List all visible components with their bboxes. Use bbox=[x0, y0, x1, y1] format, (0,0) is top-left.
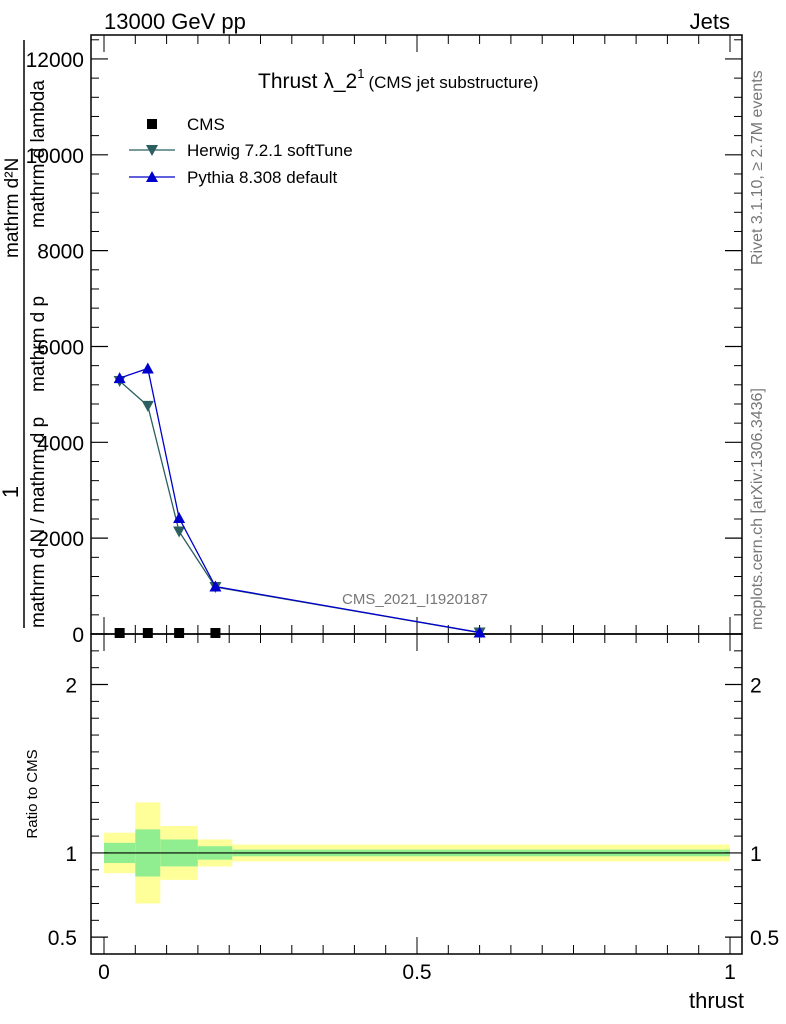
ratio-ylabel: Ratio to CMS bbox=[24, 749, 41, 838]
pythia-marker bbox=[473, 626, 486, 638]
main-y-tick-label: 6000 bbox=[37, 336, 84, 359]
main-y-ticks: 0 2000 4000 6000 8000 10000 12000 bbox=[26, 35, 742, 647]
ylabel-denominator: mathrm d N / mathrm d p bbox=[28, 417, 49, 628]
plot-title-sup: 1 bbox=[357, 66, 364, 81]
main-y-tick-label: 0 bbox=[72, 624, 84, 647]
ratio-y-tick-label-right: 0.5 bbox=[750, 927, 779, 950]
herwig-marker bbox=[141, 400, 154, 412]
series-layer bbox=[113, 362, 486, 639]
cms-marker bbox=[147, 119, 157, 129]
ratio-y-tick-label: 0.5 bbox=[48, 927, 77, 950]
main-y-tick-label: 12000 bbox=[26, 49, 84, 72]
cms-marker bbox=[174, 628, 185, 638]
x-tick-label: 1 bbox=[724, 961, 736, 984]
pythia-marker bbox=[146, 171, 158, 182]
mcplots-label: mcplots.cern.ch [arXiv:1306.3436] bbox=[749, 388, 766, 630]
ylabel-dlambda: mathrm d lambda bbox=[28, 80, 49, 228]
plot-title: Thrust λ_21 (CMS jet substructure) bbox=[258, 66, 539, 93]
main-ylabel: 1 mathrm d N / mathrm d p mathrm d²N mat… bbox=[0, 40, 49, 628]
legend-entry-label: Herwig 7.2.1 softTune bbox=[187, 141, 353, 160]
main-y-tick-label: 10000 bbox=[26, 145, 84, 168]
main-y-tick-label: 2000 bbox=[37, 528, 84, 551]
pythia-marker bbox=[209, 580, 222, 592]
process-label: Jets bbox=[690, 9, 730, 34]
ratio-y-tick-label-right: 2 bbox=[750, 675, 762, 698]
x-tick-label: 0 bbox=[98, 961, 110, 984]
cms-marker bbox=[114, 628, 125, 638]
ratio-ticks: 0 0.5 1 0.5 0.5 1 1 2 2 bbox=[48, 634, 779, 984]
herwig-marker bbox=[173, 526, 186, 538]
legend: CMS Herwig 7.2.1 softTune Pythia 8.308 def… bbox=[129, 115, 353, 187]
ylabel-dn: mathrm d²N bbox=[2, 158, 23, 258]
legend-entry-label: Pythia 8.308 default bbox=[187, 168, 338, 187]
pythia-marker bbox=[141, 362, 154, 374]
watermark-label: CMS_2021_I1920187 bbox=[342, 591, 488, 608]
pythia-marker bbox=[173, 512, 186, 524]
ylabel-numerator: 1 bbox=[0, 486, 23, 498]
ylabel-dpt: mathrm d p bbox=[28, 296, 49, 392]
ratio-bands bbox=[104, 802, 730, 904]
plot-title-sub: (CMS jet substructure) bbox=[368, 73, 538, 92]
x-tick-label: 0.5 bbox=[402, 961, 431, 984]
pythia-marker bbox=[113, 372, 126, 384]
ratio-panel-frame bbox=[90, 633, 743, 955]
x-axis-label: thrust bbox=[689, 988, 744, 1013]
herwig-marker bbox=[146, 145, 158, 156]
cms-marker bbox=[210, 628, 221, 638]
cms-marker bbox=[142, 628, 153, 638]
legend-entry-label: CMS bbox=[187, 115, 225, 134]
main-y-tick-label: 8000 bbox=[37, 241, 84, 264]
main-y-tick-label: 4000 bbox=[37, 432, 84, 455]
rivet-label: Rivet 3.1.10, ≥ 2.7M events bbox=[749, 70, 766, 265]
plot-title-main: Thrust λ_2 bbox=[258, 70, 357, 93]
ratio-y-tick-label-right: 1 bbox=[750, 843, 762, 866]
energy-label: 13000 GeV pp bbox=[104, 9, 246, 34]
ratio-y-tick-label: 2 bbox=[65, 675, 77, 698]
ratio-y-tick-label: 1 bbox=[65, 843, 77, 866]
